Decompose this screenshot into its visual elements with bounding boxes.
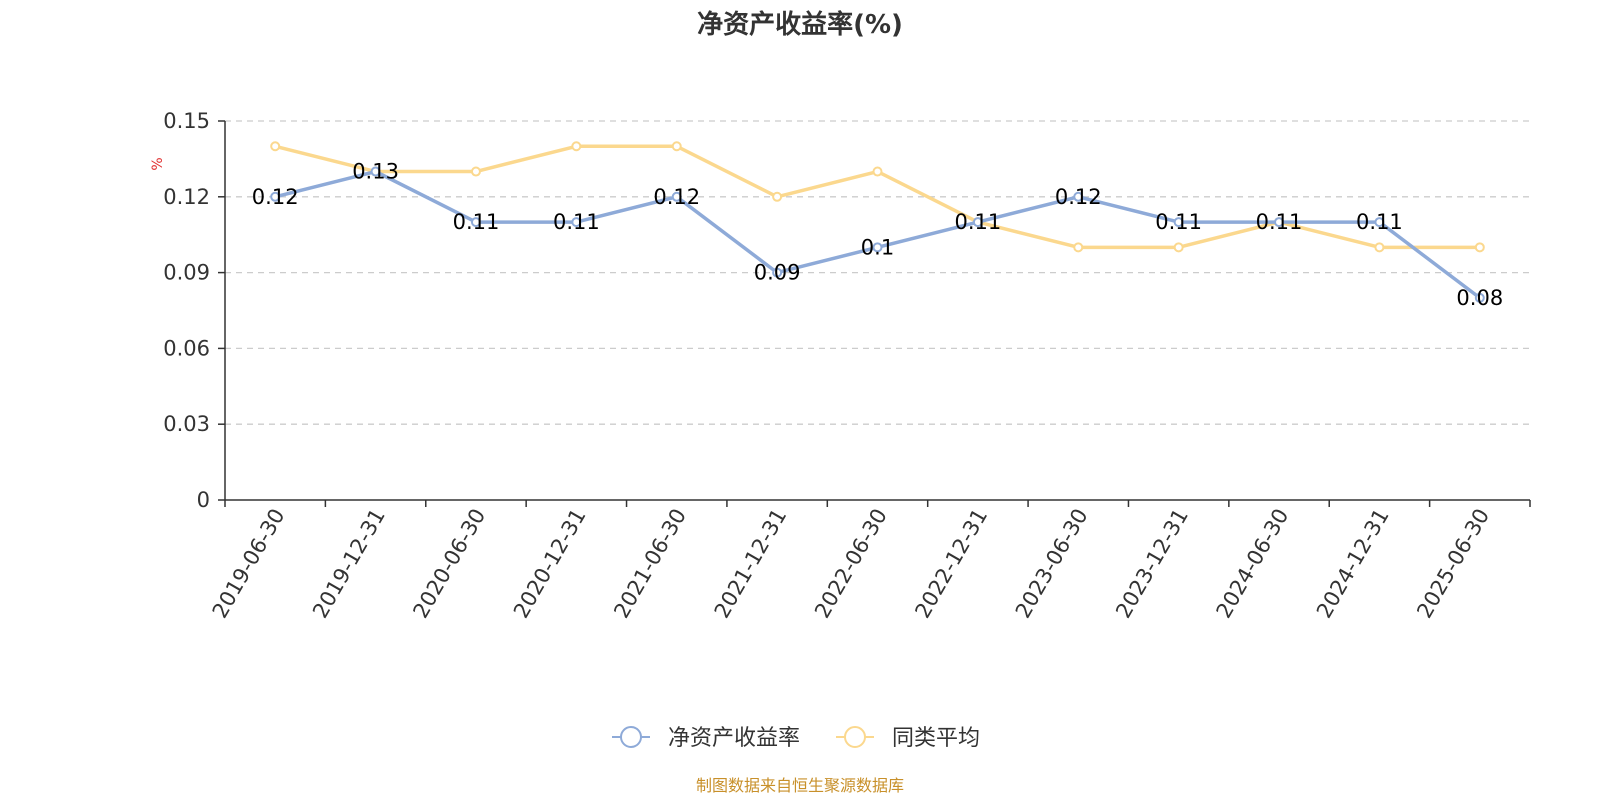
x-tick-label: 2025-06-30 [1412,505,1494,623]
y-tick-label: 0 [197,488,210,512]
y-tick-label: 0.15 [163,109,210,133]
data-label: 0.1 [861,235,894,259]
data-labels: 0.12 0.13 0.11 0.11 0.12 0.09 0.1 0.11 0.12 0.11 0… [252,160,1503,310]
data-label: 0.11 [453,210,500,234]
series-point-0 [1073,191,1084,202]
series-point-1 [1474,242,1485,253]
x-tick-label: 2019-12-31 [308,505,390,623]
data-label: 0.12 [252,185,299,209]
x-tick-label: 2024-12-31 [1312,505,1394,623]
legend-marker-roe [620,726,642,748]
series-point-1 [671,141,682,152]
data-label: 0.12 [1055,185,1102,209]
series-point-1 [571,141,582,152]
y-tick-label: 0.06 [163,336,210,360]
data-label: 0.13 [352,160,399,184]
legend[interactable]: 净资产收益率 同类平均 [612,726,980,751]
series-point-0 [872,242,883,253]
x-tick-label: 2023-06-30 [1011,505,1093,623]
legend-marker-peer-average [844,726,866,748]
series-point-0 [1274,217,1285,228]
x-tick-label: 2021-12-31 [710,505,792,623]
data-label: 0.11 [1356,210,1403,234]
series-point-0 [470,217,481,228]
series-point-1 [270,141,281,152]
y-axis-unit: % [150,157,166,170]
data-source-note: 制图数据来自恒生聚源数据库 [696,776,904,795]
y-tick-label: 0.12 [163,185,210,209]
x-tick-label: 2021-06-30 [609,505,691,623]
y-tick-label: 0.03 [163,412,210,436]
series-point-0 [1374,217,1385,228]
data-label: 0.11 [553,210,600,234]
grid-lines [225,120,1530,425]
series-point-1 [772,191,783,202]
series-point-1 [1173,242,1184,253]
series-point-0 [671,191,682,202]
data-label: 0.11 [955,210,1002,234]
series-point-0 [370,166,381,177]
series-point-1 [470,166,481,177]
series-point-0 [1474,292,1485,303]
legend-label-peer-average: 同类平均 [892,726,980,751]
series-point-0 [571,217,582,228]
x-tick-label: 2022-12-31 [910,505,992,623]
legend-item-peer-average[interactable]: 同类平均 [836,726,980,751]
legend-label-roe: 净资产收益率 [668,726,800,751]
series-lines [270,141,1485,303]
x-tick-label: 2024-06-30 [1212,505,1294,623]
x-tick-label: 2019-06-30 [208,505,290,623]
series-point-1 [872,166,883,177]
x-tick-label: 2022-06-30 [810,505,892,623]
x-tick-label: 2020-06-30 [408,505,490,623]
data-label: 0.11 [1256,210,1303,234]
data-label: 0.11 [1155,210,1202,234]
series-point-0 [1173,217,1184,228]
series-point-1 [1073,242,1084,253]
legend-item-roe[interactable]: 净资产收益率 [612,726,800,751]
axes: 0 0.03 0.06 0.09 0.12 0.15 2019-06-30 2019-12-3… [163,109,1531,623]
data-label: 0.09 [754,261,801,285]
data-label: 0.08 [1456,286,1503,310]
chart-title: 净资产收益率(%) [697,9,903,40]
series-point-1 [1374,242,1385,253]
series-point-0 [772,267,783,278]
x-tick-label: 2023-12-31 [1111,505,1193,623]
data-label: 0.12 [653,185,700,209]
y-tick-label: 0.09 [163,261,210,285]
x-tick-label: 2020-12-31 [509,505,591,623]
series-point-0 [270,191,281,202]
series-point-0 [972,217,983,228]
